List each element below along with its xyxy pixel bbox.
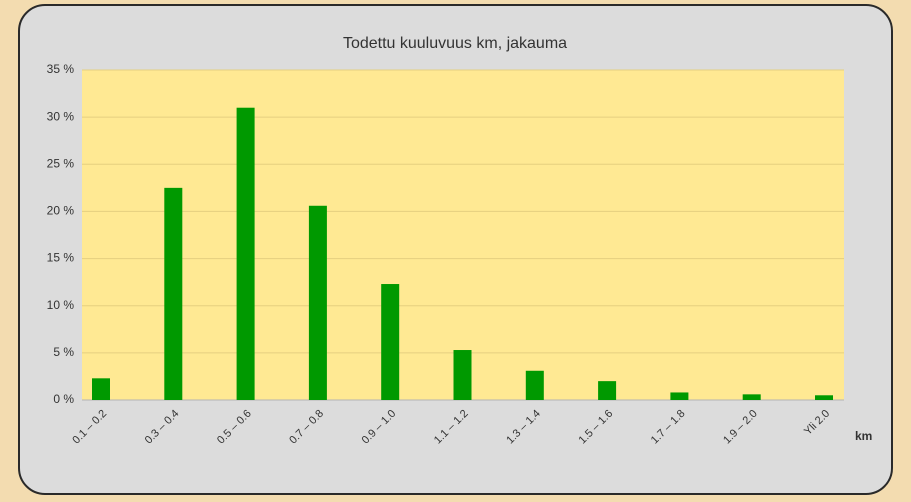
bar bbox=[815, 395, 833, 400]
y-tick-label: 20 % bbox=[47, 204, 75, 218]
bar bbox=[670, 392, 689, 400]
bar bbox=[308, 205, 327, 400]
y-tick-label: 0 % bbox=[53, 392, 74, 406]
y-tick-label: 10 % bbox=[47, 298, 75, 312]
plot-area bbox=[82, 70, 844, 400]
y-tick-label: 25 % bbox=[47, 156, 75, 170]
bar bbox=[598, 381, 617, 400]
y-tick-label: 15 % bbox=[47, 251, 75, 265]
bar bbox=[164, 187, 183, 400]
bar bbox=[236, 107, 255, 400]
bar bbox=[453, 350, 472, 400]
bar bbox=[742, 394, 761, 400]
y-tick-label: 35 % bbox=[47, 62, 75, 76]
bar bbox=[92, 378, 110, 400]
x-axis-label: km bbox=[855, 429, 872, 443]
chart-title: Todettu kuuluvuus km, jakauma bbox=[343, 35, 567, 52]
y-tick-label: 30 % bbox=[47, 109, 75, 123]
bar bbox=[381, 284, 400, 400]
y-tick-label: 5 % bbox=[53, 345, 74, 359]
bar bbox=[525, 370, 544, 400]
